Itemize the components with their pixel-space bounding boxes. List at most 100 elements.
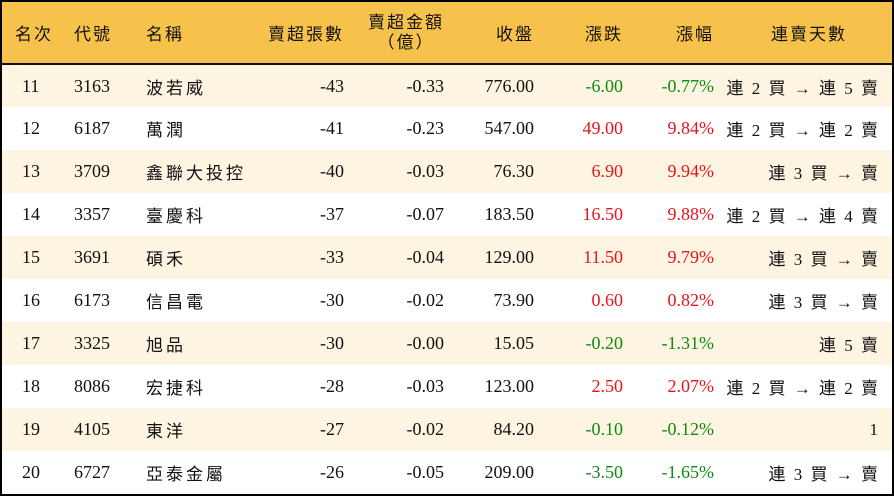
cell-consecutive-days: 連 3 買 → 賣 [768, 250, 880, 269]
cell-consecutive-days: 連 3 買 → 賣 [768, 164, 880, 183]
cell-rank: 16 [22, 290, 40, 310]
cell-close: 84.20 [493, 419, 535, 439]
cell-change: 2.50 [591, 376, 624, 396]
cell-rank: 12 [22, 118, 40, 138]
cell-code: 3325 [74, 333, 110, 353]
header-net-sell-amount: 賣超金額 （億） [344, 2, 444, 64]
cell-consecutive-days: 連 2 買 → 連 4 賣 [726, 207, 880, 226]
cell-rank: 11 [22, 75, 40, 96]
cell-net-sell-amount: -0.00 [406, 333, 445, 353]
cell-code: 6187 [74, 118, 110, 138]
cell-code: 3709 [74, 161, 110, 181]
cell-net-sell-lots: -28 [320, 376, 344, 396]
cell-close: 547.00 [484, 118, 535, 138]
cell-change: -3.50 [585, 462, 624, 482]
cell-change-pct: 0.82% [667, 290, 715, 310]
cell-change-pct: 9.94% [667, 161, 715, 181]
cell-name: 碩禾 [146, 250, 186, 269]
cell-rank: 19 [22, 419, 40, 439]
cell-code: 8086 [74, 376, 110, 396]
table-row: 18 8086 宏捷科 -28 -0.03 123.00 2.50 2.07% … [2, 365, 892, 408]
cell-code: 3691 [74, 247, 110, 267]
table-row: 13 3709 鑫聯大投控 -40 -0.03 76.30 6.90 9.94%… [2, 150, 892, 193]
cell-net-sell-amount: -0.03 [406, 161, 445, 181]
cell-rank: 14 [22, 204, 40, 224]
cell-consecutive-days: 1 [869, 419, 880, 439]
header-change: 漲跌 [585, 25, 623, 44]
cell-net-sell-lots: -30 [320, 290, 344, 310]
header-rank: 名次 [15, 25, 53, 44]
cell-close: 73.90 [493, 290, 535, 310]
cell-name: 宏捷科 [146, 379, 206, 398]
cell-consecutive-days: 連 2 買 → 連 5 賣 [726, 78, 880, 98]
cell-net-sell-amount: -0.03 [406, 376, 445, 396]
cell-close: 76.30 [493, 161, 535, 181]
cell-rank: 15 [22, 247, 40, 267]
cell-code: 6727 [74, 462, 110, 482]
header-code: 代號 [74, 25, 112, 44]
cell-consecutive-days: 連 5 賣 [819, 336, 880, 355]
cell-net-sell-amount: -0.23 [406, 118, 445, 138]
cell-net-sell-amount: -0.07 [406, 204, 445, 224]
cell-net-sell-lots: -27 [320, 419, 344, 439]
cell-net-sell-lots: -37 [320, 204, 344, 224]
cell-close: 15.05 [493, 333, 535, 353]
cell-change-pct: 2.07% [667, 376, 715, 396]
cell-name: 信昌電 [146, 293, 206, 312]
cell-change: 6.90 [591, 161, 624, 181]
table-row: 16 6173 信昌電 -30 -0.02 73.90 0.60 0.82% 連… [2, 279, 892, 322]
cell-net-sell-lots: -26 [320, 462, 344, 482]
cell-rank: 13 [22, 161, 40, 181]
cell-net-sell-amount: -0.33 [406, 75, 445, 96]
header-change-pct: 漲幅 [676, 25, 714, 44]
cell-close: 123.00 [484, 376, 535, 396]
cell-net-sell-lots: -33 [320, 247, 344, 267]
table-row: 15 3691 碩禾 -33 -0.04 129.00 11.50 9.79% … [2, 236, 892, 279]
cell-close: 183.50 [484, 204, 535, 224]
table-row: 19 4105 東洋 -27 -0.02 84.20 -0.10 -0.12% … [2, 408, 892, 451]
cell-consecutive-days: 連 3 買 → 賣 [768, 465, 880, 484]
cell-rank: 18 [22, 376, 40, 396]
table-header-row: 名次 代號 名稱 賣超張數 賣超金額 （億） 收盤 漲跌 漲幅 連賣天數 [2, 2, 892, 64]
cell-net-sell-lots: -40 [320, 161, 344, 181]
cell-change: -0.10 [585, 419, 624, 439]
cell-change: 49.00 [582, 118, 624, 138]
cell-net-sell-lots: -30 [320, 333, 344, 353]
cell-code: 3357 [74, 204, 110, 224]
table-row: 20 6727 亞泰金屬 -26 -0.05 209.00 -3.50 -1.6… [2, 451, 892, 494]
cell-change-pct: -1.65% [661, 462, 715, 482]
header-consecutive-days: 連賣天數 [771, 25, 847, 44]
cell-change: -6.00 [585, 75, 624, 96]
cell-net-sell-amount: -0.04 [406, 247, 445, 267]
cell-change-pct: 9.88% [667, 204, 715, 224]
cell-net-sell-amount: -0.05 [406, 462, 445, 482]
cell-name: 旭品 [146, 336, 186, 355]
cell-close: 129.00 [484, 247, 535, 267]
cell-change-pct: 9.79% [667, 247, 715, 267]
table-row: 12 6187 萬潤 -41 -0.23 547.00 49.00 9.84% … [2, 107, 892, 150]
header-net-sell-lots: 賣超張數 [268, 25, 344, 44]
cell-code: 6173 [74, 290, 110, 310]
cell-consecutive-days: 連 2 買 → 連 2 賣 [726, 121, 880, 140]
header-name: 名稱 [146, 25, 184, 44]
cell-code: 4105 [74, 419, 110, 439]
cell-consecutive-days: 連 2 買 → 連 2 賣 [726, 379, 880, 398]
cell-change: 16.50 [582, 204, 624, 224]
cell-name: 臺慶科 [146, 207, 206, 226]
table-row: 14 3357 臺慶科 -37 -0.07 183.50 16.50 9.88%… [2, 193, 892, 236]
cell-change-pct: -1.31% [661, 333, 715, 353]
cell-net-sell-lots: -41 [320, 118, 344, 138]
cell-change-pct: -0.12% [661, 419, 715, 439]
cell-net-sell-amount: -0.02 [406, 419, 445, 439]
cell-name: 波若威 [146, 78, 206, 98]
table-row: 17 3325 旭品 -30 -0.00 15.05 -0.20 -1.31% … [2, 322, 892, 365]
cell-name: 鑫聯大投控 [146, 164, 246, 183]
table-row: 11 3163 波若威 -43 -0.33 776.00 -6.00 -0.77… [2, 64, 892, 107]
header-net-sell-amount-unit: （億） [377, 32, 435, 52]
cell-change-pct: 9.84% [667, 118, 715, 138]
cell-name: 東洋 [146, 422, 186, 441]
cell-net-sell-lots: -43 [320, 75, 344, 96]
cell-name: 萬潤 [146, 121, 186, 140]
cell-code: 3163 [74, 75, 110, 96]
